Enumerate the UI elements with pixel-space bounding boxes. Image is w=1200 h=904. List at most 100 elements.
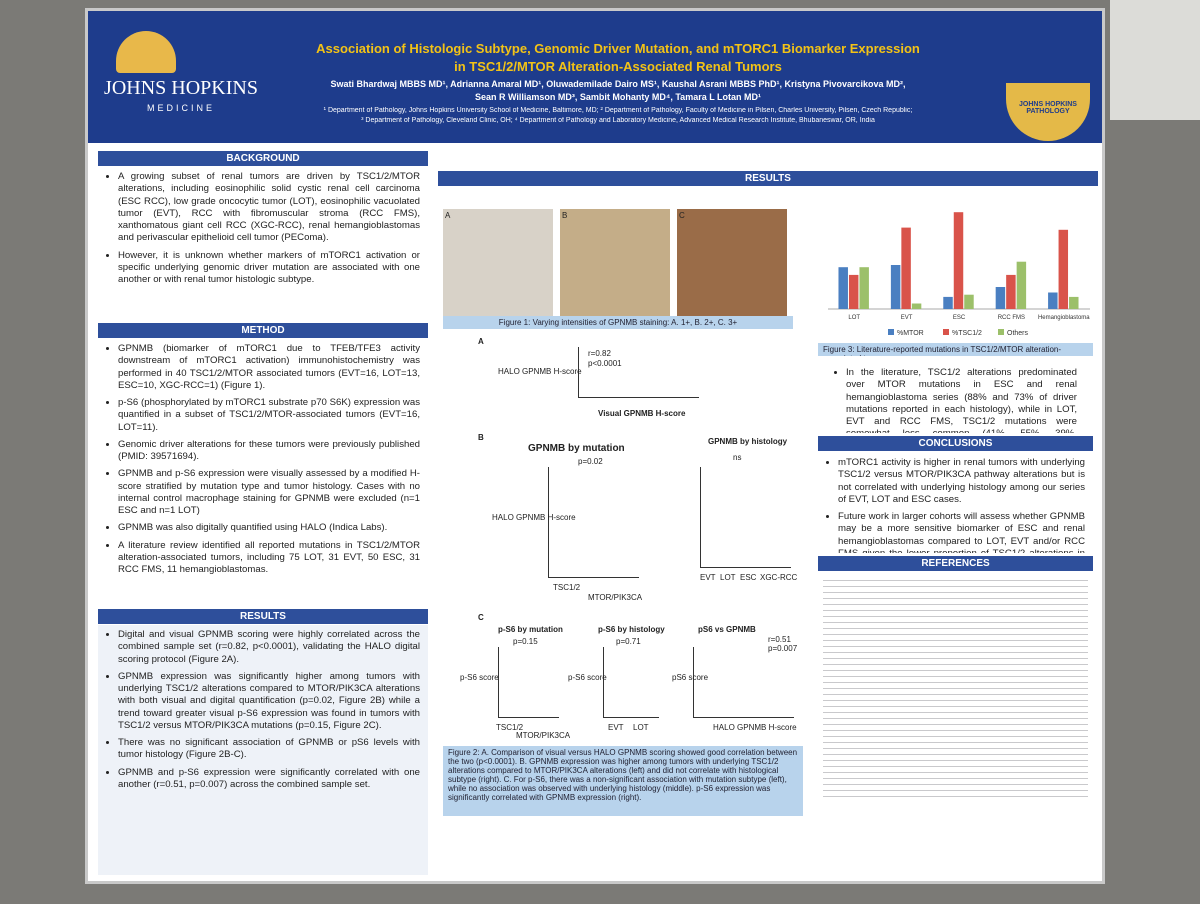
- stat: p=0.007: [768, 644, 798, 653]
- panel-label: C: [679, 211, 685, 220]
- bullet: A growing subset of renal tumors are dri…: [118, 171, 420, 245]
- bar: [1016, 261, 1027, 309]
- stat: r=0.51: [768, 635, 791, 644]
- affiliations: ¹ Department of Pathology, Johns Hopkins…: [323, 107, 913, 114]
- bar: [1058, 229, 1069, 309]
- bullet: Digital and visual GPNMB scoring were hi…: [118, 629, 420, 666]
- bar: [911, 303, 922, 309]
- bullet: Future work in larger cohorts will asses…: [838, 511, 1085, 553]
- axis-label: HALO GPNMB H-score: [492, 513, 576, 522]
- legend-label: Others: [1007, 330, 1029, 337]
- axis-label: pS6 score: [672, 673, 709, 682]
- bullet: mTORC1 activity is higher in renal tumor…: [838, 457, 1085, 506]
- legend-label: %TSC1/2: [952, 330, 982, 337]
- plot-area: [700, 467, 791, 568]
- x-tick-label: LOT: [848, 315, 860, 321]
- category: TSC1/2: [553, 583, 581, 592]
- x-tick-label: EVT: [901, 315, 913, 321]
- plot-title: GPNMB by histology: [708, 437, 788, 446]
- bar: [838, 267, 848, 309]
- legend-swatch: [943, 329, 949, 335]
- plot-area: [578, 347, 699, 398]
- panel-label: A: [478, 337, 484, 346]
- section-heading: REFERENCES: [818, 556, 1093, 571]
- stat: ns: [733, 453, 742, 462]
- panel-label: C: [478, 613, 484, 622]
- axis-label: HALO GPNMB H-score: [498, 367, 582, 376]
- bullet: However, it is unknown whether markers o…: [118, 250, 420, 287]
- bar: [901, 227, 911, 309]
- category: LOT: [633, 723, 649, 732]
- bullet: In the literature, TSC1/2 alterations pr…: [846, 367, 1077, 433]
- category: XGC-RCC: [760, 573, 798, 582]
- header: [88, 11, 1102, 143]
- figure-caption: Figure 2: A. Comparison of visual versus…: [443, 746, 803, 816]
- stat: r=0.82: [588, 349, 611, 358]
- results-text: In the literature, TSC1/2 alterations pr…: [818, 363, 1093, 433]
- authors: Swati Bhardwaj MBBS MD¹, Adrianna Amaral…: [330, 79, 906, 89]
- background-text: A growing subset of renal tumors are dri…: [98, 167, 428, 317]
- section-heading: METHOD: [98, 323, 428, 338]
- panel-label: A: [445, 211, 451, 220]
- section-heading: CONCLUSIONS: [818, 436, 1093, 451]
- figure-1: A B C: [438, 187, 808, 317]
- institution-sub: MEDICINE: [146, 103, 215, 113]
- plot-area: [548, 467, 639, 578]
- bar: [1069, 296, 1079, 309]
- bullet: There was no significant association of …: [118, 737, 420, 762]
- bullet: GPNMB (biomarker of mTORC1 due to TFEB/T…: [118, 343, 420, 392]
- plot-area: [498, 647, 559, 718]
- figure-caption: Figure 3: Literature-reported mutations …: [818, 343, 1093, 356]
- legend-swatch: [888, 329, 894, 335]
- micrograph: [560, 209, 670, 317]
- axis-label: HALO GPNMB H-score: [713, 723, 797, 732]
- axis-label: Visual GPNMB H-score: [598, 409, 686, 418]
- plot-title: GPNMB by mutation: [528, 443, 625, 454]
- bar: [943, 296, 953, 309]
- category: TSC1/2: [496, 723, 524, 732]
- legend-swatch: [998, 329, 1004, 335]
- figure-caption: Figure 1: Varying intensities of GPNMB s…: [443, 316, 793, 329]
- poster: JOHNS HOPKINS MEDICINE Association of Hi…: [85, 8, 1105, 884]
- bullet: GPNMB expression was significantly highe…: [118, 671, 420, 732]
- x-tick-label: RCC FMS: [998, 315, 1025, 321]
- axis-label: p-S6 score: [568, 673, 607, 682]
- affiliations: ³ Department of Pathology, Cleveland Cli…: [361, 117, 875, 124]
- stat: p=0.15: [513, 637, 538, 646]
- stat: p<0.0001: [588, 359, 622, 368]
- plot-title: p-S6 by histology: [598, 625, 665, 634]
- section-heading: BACKGROUND: [98, 151, 428, 166]
- window: [1110, 0, 1200, 120]
- section-heading: RESULTS: [98, 609, 428, 624]
- category: ESC: [740, 573, 757, 582]
- bar: [995, 287, 1006, 309]
- x-tick-label: ESC: [953, 315, 966, 321]
- category: LOT: [720, 573, 736, 582]
- bar-chart: LOT EVT ESC RCC FMS Hemangioblastoma %MTOR %TS…: [828, 212, 1090, 337]
- bullet: Genomic driver alterations for these tum…: [118, 439, 420, 464]
- results-text: Digital and visual GPNMB scoring were hi…: [98, 625, 428, 875]
- bar: [953, 212, 964, 309]
- bullet: GPNMB and p-S6 expression were visually …: [118, 468, 420, 517]
- references-text: [823, 576, 1088, 801]
- bar: [964, 294, 974, 309]
- plot-area: [603, 647, 659, 718]
- stat: p=0.02: [578, 457, 603, 466]
- legend-label: %MTOR: [897, 330, 924, 337]
- category: EVT: [608, 723, 624, 732]
- title: Association of Histologic Subtype, Genom…: [316, 41, 920, 56]
- category: EVT: [700, 573, 716, 582]
- bullet: p-S6 (phosphorylated by mTORC1 substrate…: [118, 397, 420, 434]
- figure-2: A r=0.82 p<0.0001 HALO GPNMB H-score Vis…: [438, 333, 808, 743]
- method-text: GPNMB (biomarker of mTORC1 due to TFEB/T…: [98, 339, 428, 607]
- authors: Sean R Williamson MD³, Sambit Mohanty MD…: [474, 92, 762, 102]
- axis-label: p-S6 score: [460, 673, 499, 682]
- logo-icon: [116, 31, 176, 73]
- institution: JOHNS HOPKINS: [104, 77, 258, 99]
- conclusions-text: mTORC1 activity is higher in renal tumor…: [818, 453, 1093, 553]
- panel-label: B: [562, 211, 568, 220]
- stat: p=0.71: [616, 637, 641, 646]
- plot-title: pS6 vs GPNMB: [698, 625, 756, 634]
- section-heading: RESULTS: [438, 171, 1098, 186]
